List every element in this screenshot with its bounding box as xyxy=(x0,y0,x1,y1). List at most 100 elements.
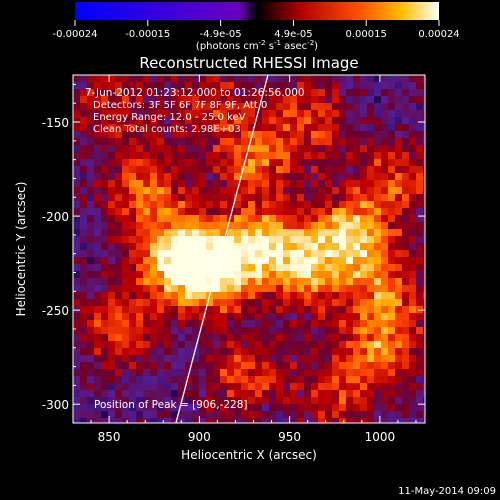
heatmap-cell xyxy=(381,271,389,279)
heatmap-cell xyxy=(395,320,403,328)
heatmap-cell xyxy=(423,327,425,335)
heatmap-cell xyxy=(108,180,116,188)
heatmap-cell xyxy=(178,348,186,356)
heatmap-cell xyxy=(346,131,354,139)
heatmap-cell xyxy=(108,194,116,202)
heatmap-cell xyxy=(409,173,417,181)
heatmap-cell xyxy=(290,348,298,356)
heatmap-cell xyxy=(297,292,305,300)
heatmap-cell xyxy=(80,404,88,412)
heatmap-cell xyxy=(185,264,193,272)
heatmap-cell xyxy=(80,103,88,111)
heatmap-cell xyxy=(101,75,109,83)
heatmap-cell xyxy=(297,243,305,251)
heatmap-cell xyxy=(115,215,123,223)
heatmap-cell xyxy=(80,215,88,223)
heatmap-cell xyxy=(136,201,144,209)
heatmap-cell xyxy=(423,376,425,384)
heatmap-cell xyxy=(388,236,396,244)
heatmap-cell xyxy=(241,362,249,370)
heatmap-cell xyxy=(332,159,340,167)
heatmap-cell xyxy=(423,299,425,307)
heatmap-cell xyxy=(262,173,270,181)
heatmap-cell xyxy=(206,152,214,160)
heatmap-cell xyxy=(241,411,249,419)
heatmap-cell xyxy=(178,201,186,209)
heatmap-cell xyxy=(164,418,172,423)
heatmap-cell xyxy=(122,180,130,188)
heatmap-cell xyxy=(402,299,410,307)
heatmap-cell xyxy=(94,271,102,279)
heatmap-cell xyxy=(311,89,319,97)
heatmap-cell xyxy=(164,299,172,307)
heatmap-cell xyxy=(157,75,165,83)
heatmap-cell xyxy=(367,75,375,83)
heatmap-cell xyxy=(367,383,375,391)
heatmap-cell xyxy=(94,187,102,195)
heatmap-cell xyxy=(171,138,179,146)
heatmap-cell xyxy=(150,159,158,167)
heatmap-cell xyxy=(199,299,207,307)
heatmap-cell xyxy=(374,376,382,384)
heatmap-cell xyxy=(290,285,298,293)
heatmap-cell xyxy=(332,166,340,174)
heatmap-cell xyxy=(311,362,319,370)
heatmap-cell xyxy=(416,194,424,202)
heatmap-cell xyxy=(304,397,312,405)
heatmap-cell xyxy=(101,131,109,139)
heatmap-cell xyxy=(297,229,305,237)
heatmap-cell xyxy=(395,103,403,111)
heatmap-cell xyxy=(234,271,242,279)
heatmap-cell xyxy=(297,152,305,160)
heatmap-cell xyxy=(192,103,200,111)
heatmap-cell xyxy=(297,404,305,412)
heatmap-cell xyxy=(283,348,291,356)
heatmap-cell xyxy=(360,257,368,265)
heatmap-cell xyxy=(178,229,186,237)
heatmap-cell xyxy=(87,383,95,391)
heatmap-cell xyxy=(374,82,382,90)
heatmap-cell xyxy=(157,348,165,356)
heatmap-cell xyxy=(395,201,403,209)
annotation-peak-position: Position of Peak = [906,-228] xyxy=(94,399,248,411)
heatmap-cell xyxy=(80,306,88,314)
heatmap-cell xyxy=(220,313,228,321)
heatmap-cell xyxy=(283,313,291,321)
heatmap-cell xyxy=(339,187,347,195)
heatmap-cell xyxy=(276,82,284,90)
heatmap-cell xyxy=(143,124,151,132)
heatmap-cell xyxy=(227,222,235,230)
heatmap-cell xyxy=(325,166,333,174)
heatmap-cell xyxy=(192,418,200,423)
heatmap-cell xyxy=(101,138,109,146)
heatmap-cell xyxy=(213,243,221,251)
heatmap-cell xyxy=(269,306,277,314)
heatmap-cell xyxy=(87,292,95,300)
heatmap-cell xyxy=(73,418,81,423)
heatmap-cell xyxy=(73,404,81,412)
heatmap-cell xyxy=(227,180,235,188)
heatmap-cell xyxy=(381,327,389,335)
heatmap-cell xyxy=(276,264,284,272)
heatmap-cell xyxy=(80,110,88,118)
x-tick-label: 900 xyxy=(188,430,211,444)
heatmap-cell xyxy=(101,285,109,293)
heatmap-cell xyxy=(171,306,179,314)
heatmap-cell xyxy=(416,180,424,188)
heatmap-cell xyxy=(423,110,425,118)
heatmap-cell xyxy=(339,327,347,335)
heatmap-cell xyxy=(360,166,368,174)
heatmap-cell xyxy=(122,411,130,419)
heatmap-cell xyxy=(325,327,333,335)
heatmap-cell xyxy=(304,103,312,111)
heatmap-cell xyxy=(262,376,270,384)
heatmap-cell xyxy=(388,418,396,423)
heatmap-cell xyxy=(353,96,361,104)
heatmap-cell xyxy=(297,187,305,195)
heatmap-cell xyxy=(311,222,319,230)
heatmap-cell xyxy=(283,103,291,111)
heatmap-cell xyxy=(339,89,347,97)
heatmap-cell xyxy=(94,341,102,349)
heatmap-cell xyxy=(87,82,95,90)
heatmap-cell xyxy=(409,75,417,83)
